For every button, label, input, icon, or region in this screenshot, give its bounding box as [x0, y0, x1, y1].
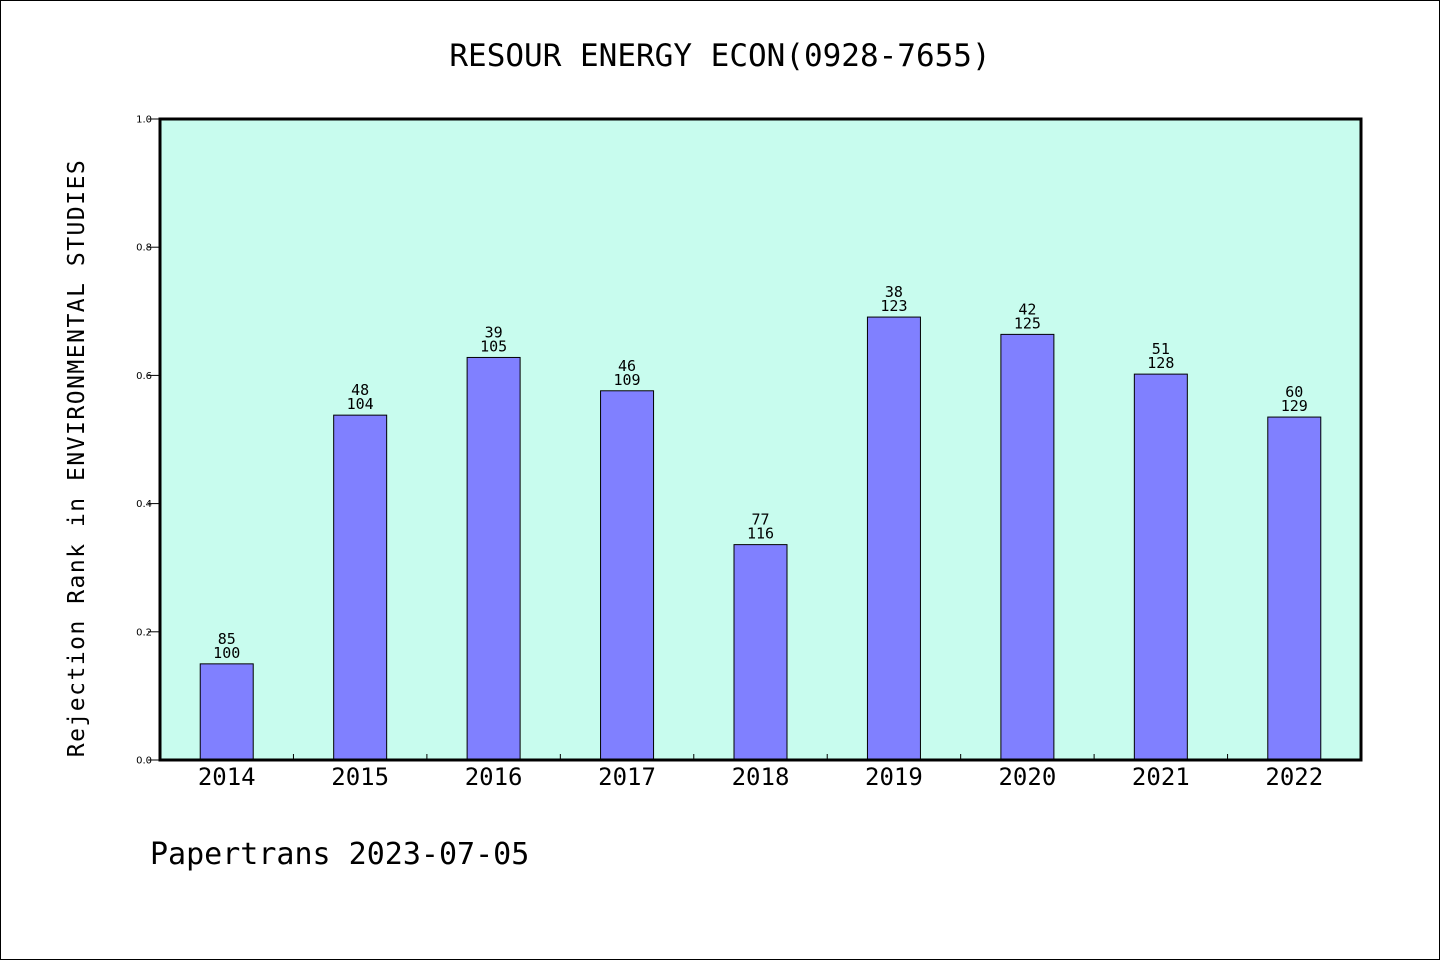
- bar-label-top: 77: [751, 511, 769, 529]
- bar-2018: [733, 544, 788, 761]
- y-axis-label: Rejection Rank in ENVIRONMENTAL STUDIES: [64, 159, 90, 758]
- x-tick-label: 2015: [331, 763, 389, 791]
- bar-2022: [1267, 416, 1322, 761]
- bar-label-top: 39: [485, 323, 503, 341]
- bar-2020: [1000, 333, 1055, 761]
- y-tick-label: 0.6: [136, 371, 152, 382]
- bar-label-top: 46: [618, 357, 636, 375]
- y-tick-label: 0.8: [136, 243, 152, 254]
- x-axis-ticks: 2014 2015 2016 2017 2018 2019 2020 2021 2022: [198, 754, 1323, 791]
- bar-label-bottom: 116: [747, 525, 774, 543]
- bar-label-top: 48: [351, 381, 369, 399]
- y-tick-label: 0.2: [136, 627, 152, 638]
- y-tick-label: 1.0: [136, 115, 152, 126]
- y-tick-label: 0.0: [136, 756, 152, 767]
- bar-label-top: 51: [1152, 340, 1170, 358]
- y-tick-label: 0.4: [136, 499, 152, 510]
- x-tick-label: 2021: [1132, 763, 1190, 791]
- footer-text: Papertrans 2023-07-05: [150, 837, 529, 872]
- bar-2017: [600, 390, 655, 761]
- bar-2019: [866, 316, 921, 761]
- bar-label-top: 85: [218, 630, 236, 648]
- bar-2021: [1133, 373, 1188, 761]
- y-axis-ticks: 0.0 0.2 0.4 0.6 0.8 1.0: [136, 115, 160, 767]
- bar-2016: [466, 356, 521, 761]
- plot-border: [158, 117, 1363, 762]
- bar-2014: [199, 663, 254, 761]
- x-tick-label: 2016: [465, 763, 523, 791]
- chart-title: RESOUR ENERGY ECON(0928-7655): [449, 38, 990, 74]
- bar-label-bottom: 123: [880, 297, 907, 315]
- bar-label-top: 38: [885, 283, 903, 301]
- bar-label-bottom: 104: [347, 395, 374, 413]
- bar-label-bottom: 129: [1281, 397, 1308, 415]
- bar-label-bottom: 109: [614, 371, 641, 389]
- bar-label-bottom: 125: [1014, 314, 1041, 332]
- bar-label-bottom: 128: [1147, 354, 1174, 372]
- bar-label-bottom: 105: [480, 337, 507, 355]
- x-tick-label: 2018: [732, 763, 790, 791]
- bar-label-bottom: 100: [213, 644, 240, 662]
- bar-2015: [333, 414, 388, 761]
- x-tick-label: 2022: [1265, 763, 1323, 791]
- bar-label-top: 60: [1285, 383, 1303, 401]
- x-tick-label: 2019: [865, 763, 923, 791]
- x-tick-label: 2014: [198, 763, 256, 791]
- bar-label-top: 42: [1018, 300, 1036, 318]
- x-tick-label: 2020: [998, 763, 1056, 791]
- x-tick-label: 2017: [598, 763, 656, 791]
